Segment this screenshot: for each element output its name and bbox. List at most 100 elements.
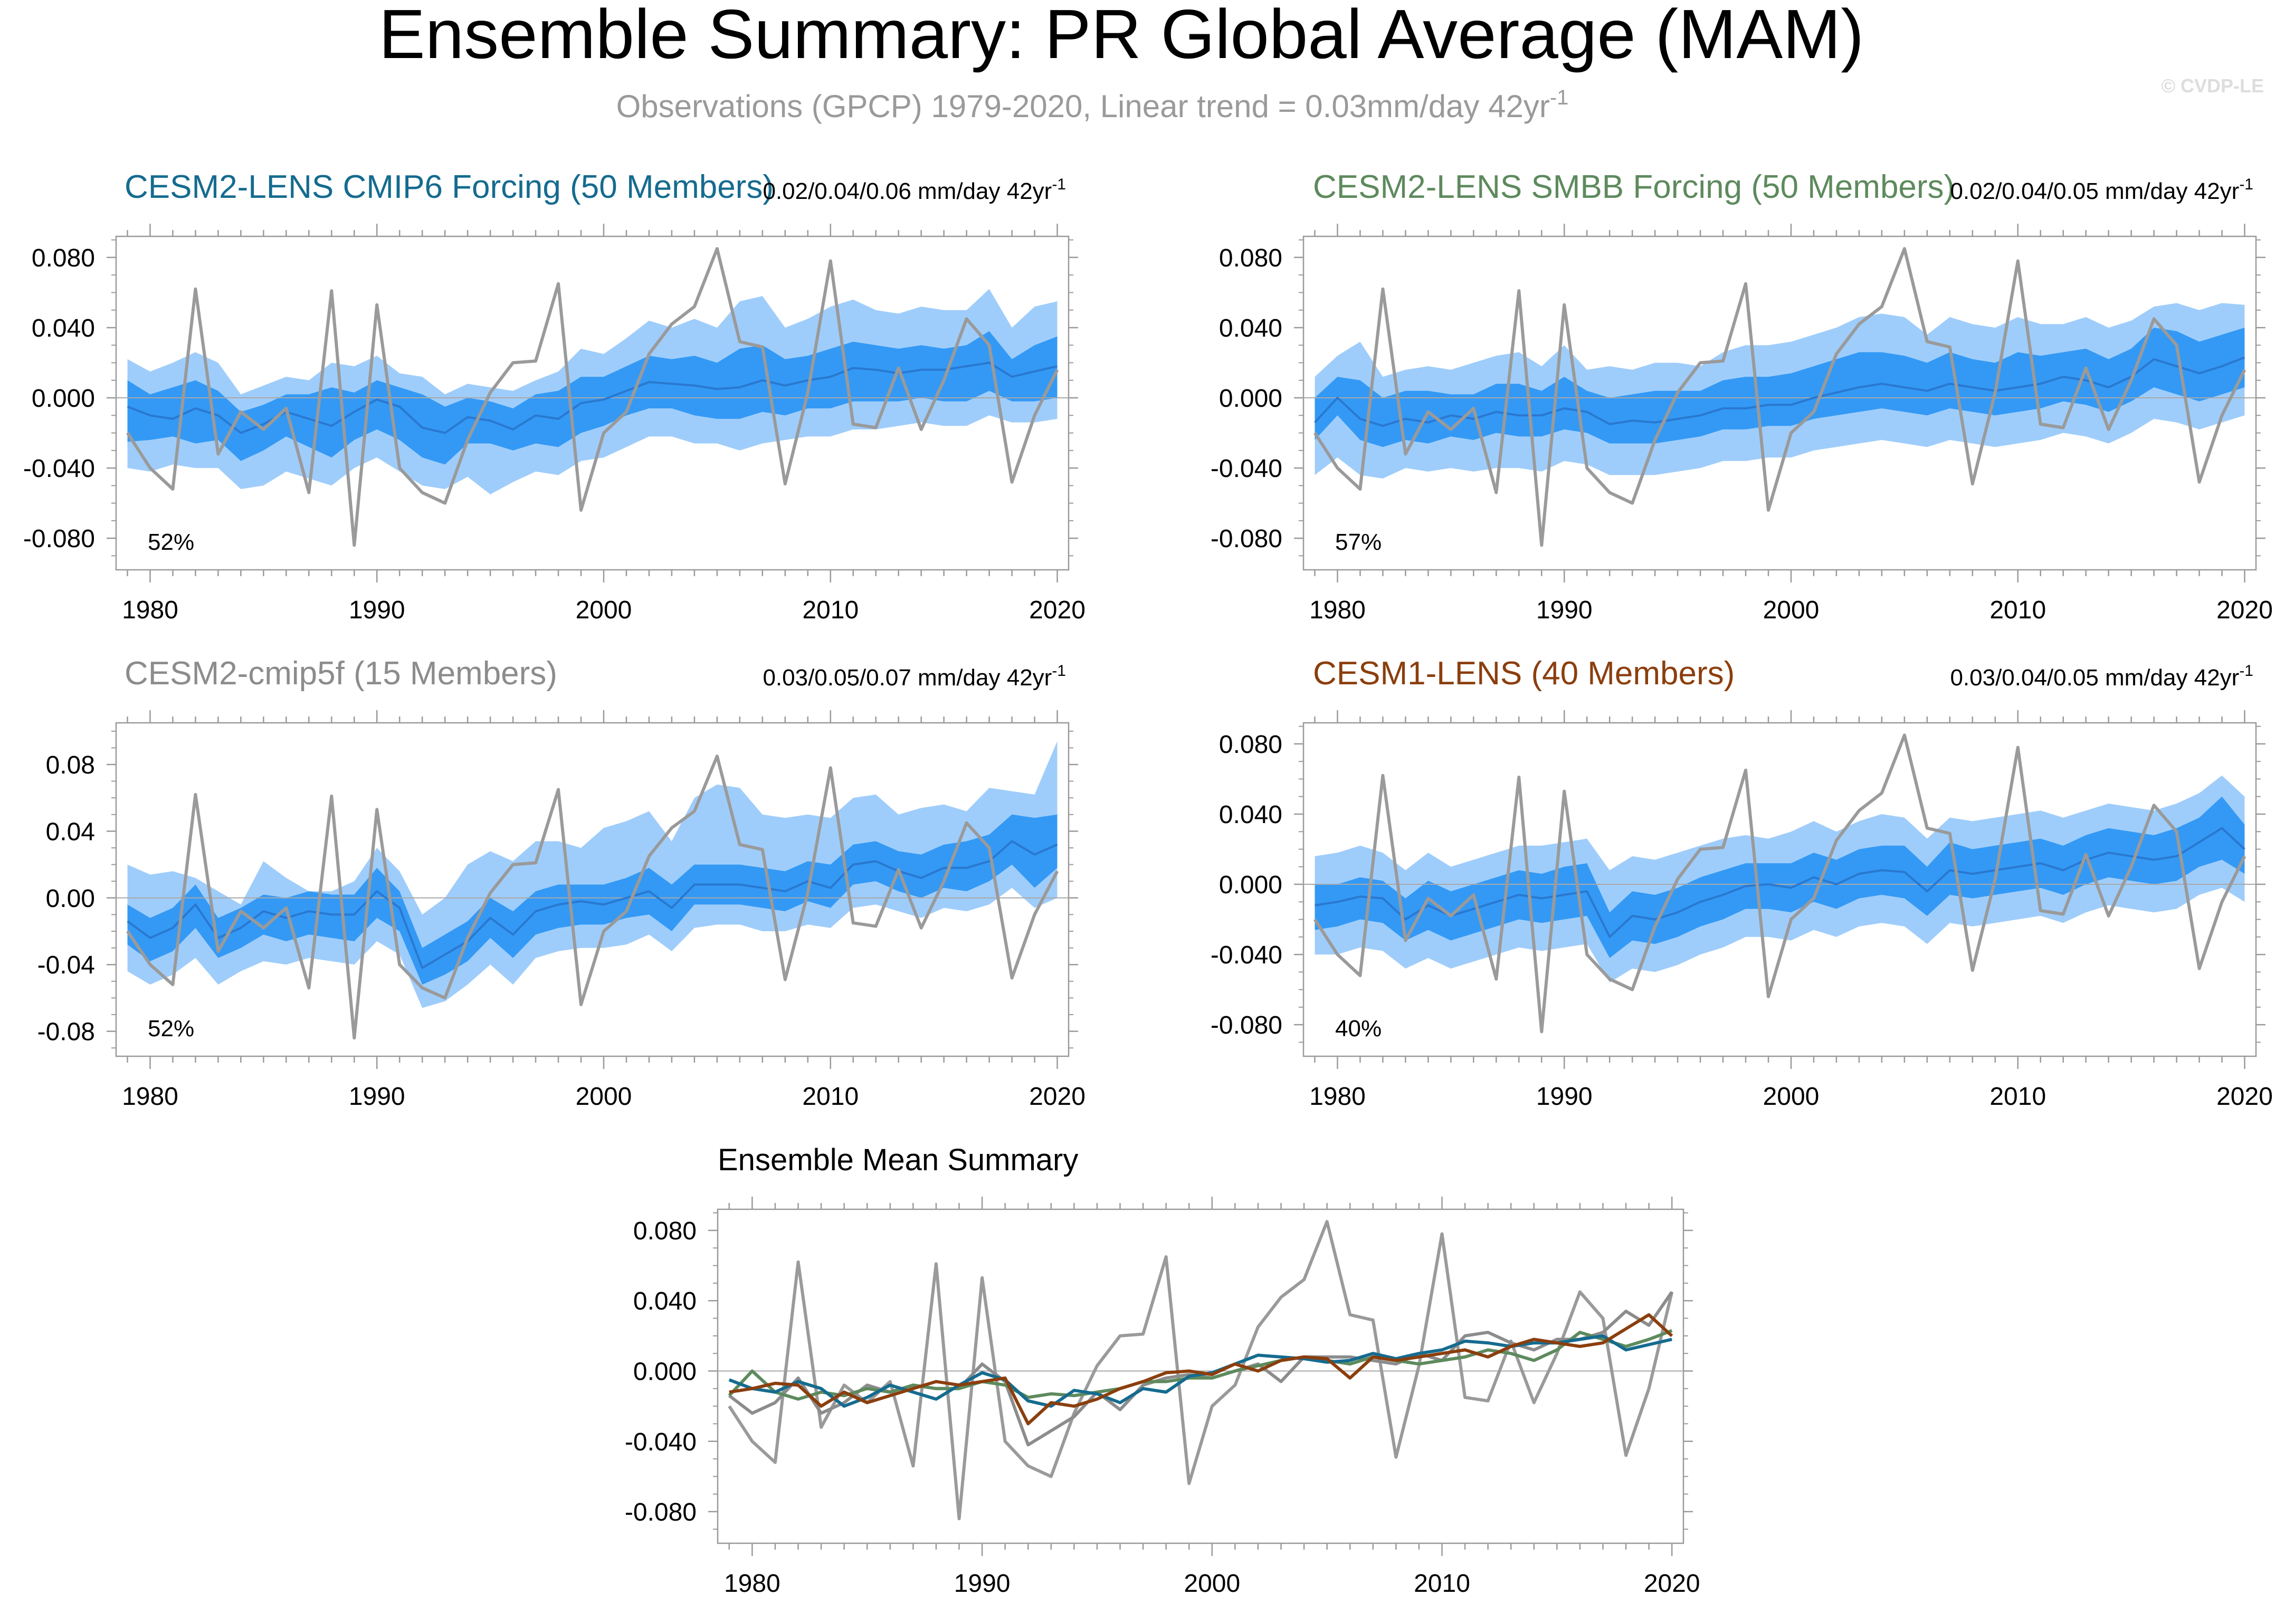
x-tick-label: 1980 [122,1083,178,1111]
spread-band-inner [1315,796,2245,958]
x-tick-label: 2010 [802,1083,859,1111]
plot-content [1303,247,2256,547]
x-tick-label: 2020 [1029,596,1086,624]
plot-frame [1302,235,2257,571]
panel-cesm2-lens-smbb: CESM2-LENS SMBB Forcing (50 Members)0.02… [1211,169,2273,624]
y-tick-label: 0.080 [32,244,95,272]
y-tick-label: 0.040 [32,314,95,342]
x-tick-label: 1990 [349,596,405,624]
panel-cesm1-lens: CESM1-LENS (40 Members) 0.03/0.04/0.05 mm… [1211,655,2273,1111]
y-tick-label: 0.040 [633,1287,697,1315]
panel-title: Ensemble Mean Summary [718,1143,1078,1177]
spread-band-outer [127,741,1058,1008]
trend-label-text: 0.02/0.04/0.05 mm/day 42yr [1950,178,2239,204]
x-tick-label: 2010 [802,596,859,624]
panel-title: CESM2-LENS SMBB Forcing (50 Members) [1313,169,1955,205]
percent-label: 52% [148,529,194,555]
x-tick-label: 1980 [1309,1083,1366,1111]
trend-label-text: 0.03/0.05/0.07 mm/day 42yr [763,665,1052,691]
trend-label: 0.03/0.04/0.05 mm/day 42yr-1 [1950,662,2253,691]
y-tick-label: -0.080 [23,525,95,553]
x-tick-label: 2010 [1989,596,2046,624]
y-tick-label: 0.000 [1219,385,1282,413]
trend-label: 0.02/0.04/0.06 mm/day 42yr-1 [763,176,1066,204]
x-tick-label: 2020 [1029,1083,1086,1111]
trend-label-exponent: -1 [2239,662,2253,680]
figure-subtitle-text: Observations (GPCP) 1979-2020, Linear tr… [616,89,1550,124]
x-tick-label: 2000 [1763,596,1820,624]
y-tick-label: 0.080 [1219,731,1282,759]
y-tick-label: 0.080 [633,1217,697,1245]
copyright-label: © CVDP-LE [2161,75,2264,97]
percent-label: 52% [148,1016,194,1042]
x-tick-label: 1980 [724,1570,780,1598]
trend-label: 0.03/0.05/0.07 mm/day 42yr-1 [763,662,1066,691]
x-tick-label: 1990 [1536,1083,1593,1111]
y-tick-label: 0.000 [633,1358,697,1386]
x-tick-label: 1990 [954,1570,1011,1598]
observations-line [126,247,1059,547]
y-tick-label: -0.04 [37,951,95,979]
y-tick-label: 0.040 [1219,801,1282,829]
plot-frame [115,722,1070,1057]
x-tick-label: 1980 [122,596,178,624]
ensemble-mean-line [127,840,1058,969]
y-tick-label: 0.080 [1219,244,1282,272]
spread-band-inner [1315,328,2245,447]
panel-cesm2-cmip5f: CESM2-cmip5f (15 Members) 0.03/0.05/0.07 … [37,655,1086,1111]
panel-title: CESM2-LENS CMIP6 Forcing (50 Members) [125,169,774,205]
series-line-observations [728,1220,1674,1521]
x-tick-label: 2010 [1989,1083,2046,1111]
y-tick-label: 0.08 [46,751,95,779]
x-tick-label: 2000 [576,1083,632,1111]
y-tick-label: -0.080 [625,1498,697,1526]
plot-frame [115,235,1070,571]
x-tick-label: 2000 [576,596,632,624]
series-line-cesm2-lens-smbb [728,1329,1673,1401]
trend-label-text: 0.02/0.04/0.06 mm/day 42yr [763,178,1052,204]
y-tick-label: 0.00 [46,885,95,913]
y-tick-label: 0.040 [1219,314,1282,342]
series-line-cesm1-lens [729,1313,1673,1426]
x-tick-label: 2010 [1414,1570,1470,1598]
y-tick-label: 0.04 [46,818,95,846]
y-tick-label: -0.080 [1211,525,1282,553]
observations-line [1313,733,2246,1034]
x-tick-label: 2020 [2216,596,2273,624]
plot-content [116,741,1069,1040]
trend-label-exponent: -1 [1052,662,1066,680]
y-tick-label: -0.08 [37,1018,95,1046]
plot-content [1303,733,2256,1034]
y-tick-label: -0.040 [23,455,95,483]
y-tick-label: 0.000 [32,385,95,413]
x-tick-label: 1990 [349,1083,405,1111]
spread-band-inner [127,814,1058,985]
x-tick-label: 2000 [1763,1083,1820,1111]
percent-label: 57% [1335,529,1382,555]
panel-title: CESM1-LENS (40 Members) [1313,655,1735,692]
figure-subtitle: Observations (GPCP) 1979-2020, Linear tr… [616,86,1569,124]
y-tick-label: 0.000 [1219,871,1282,899]
panels: CESM2-LENS CMIP6 Forcing (50 Members)0.0… [23,169,2273,1598]
plot-frame [1302,722,2257,1057]
y-tick-label: -0.040 [1211,455,1282,483]
x-tick-label: 1980 [1309,596,1366,624]
x-tick-label: 1990 [1536,596,1593,624]
plot-frame [717,1208,1684,1544]
ensemble-mean-line [1315,827,2245,938]
panel-cesm2-lens-cmip6: CESM2-LENS CMIP6 Forcing (50 Members)0.0… [23,169,1086,624]
trend-label-text: 0.03/0.04/0.05 mm/day 42yr [1950,665,2239,691]
observations-line [126,754,1059,1040]
trend-label-exponent: -1 [1052,176,1066,193]
x-tick-label: 2020 [2216,1083,2273,1111]
y-tick-label: -0.040 [625,1428,697,1456]
figure-title: Ensemble Summary: PR Global Average (MAM… [379,0,1864,73]
observations-line [1313,247,2246,547]
x-tick-label: 2000 [1184,1570,1240,1598]
y-tick-label: -0.040 [1211,941,1282,969]
trend-label: 0.02/0.04/0.05 mm/day 42yr-1 [1950,176,2253,204]
plot-content [116,247,1069,547]
figure-subtitle-exponent: -1 [1550,86,1569,109]
